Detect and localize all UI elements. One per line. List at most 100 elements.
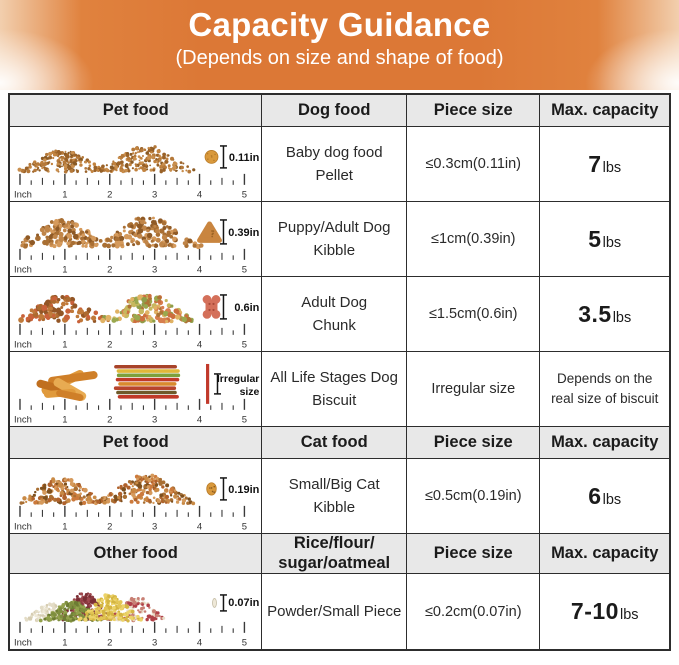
capacity-note-line: real size of biscuit [551,391,659,406]
food-name-text: Puppy/Adult Dog Kibble [278,216,391,263]
ruler-number: 4 [197,521,202,532]
food-pile [20,218,110,249]
jerky-strips-pile [36,370,98,402]
ruler-number: 3 [152,339,157,350]
header-cell-pet-food: Pet food [10,427,263,459]
measure-label: 0.07in [228,597,259,609]
header-cell-food-type: Dog food [262,95,408,127]
inch-ruler: Inch 1 2 3 4 5 [14,323,247,350]
food-pile [95,145,196,174]
capacity-unit: lbs [602,491,622,508]
header-cell-pet-food: Other food [10,534,263,574]
measure-bracket-icon [219,477,227,501]
capacity-cell: 6 lbs [540,459,669,534]
piece-size-text: ≤1.5cm(0.6in) [428,306,518,322]
food-name-cell: Small/Big Cat Kibble [262,459,408,534]
inch-ruler: Inch 1 2 3 4 5 [14,173,247,200]
piece-size-text: ≤0.3cm(0.11in) [425,156,522,172]
cat-kibble-sample [206,482,217,496]
food-pile [17,149,107,174]
capacity-cell: Depends on the real size of biscuit [540,352,669,427]
capacity-value-wrap: 5 lbs [588,226,621,253]
piece-size-text: ≤1cm(0.39in) [430,231,516,247]
food-name-line: Chunk [312,317,356,334]
capacity-unit: lbs [612,309,632,326]
capacity-guidance-infographic: Capacity Guidance (Depends on size and s… [0,0,679,651]
table-row: 0.11in Inch 1 2 3 4 5 Baby dog food Pellet ≤0.3cm… [10,127,669,202]
header-cell-max-capacity: Max. capacity [540,534,669,574]
capacity-value: 7 [588,150,602,177]
ruler-number: 2 [107,521,112,532]
food-name-text: Baby dog food Pellet [286,141,383,188]
ruler-number: 2 [107,264,112,275]
table-row: 0.19in Inch 1 2 3 4 5 Small/Big Cat Kibble ≤0.5cm… [10,459,669,534]
baby-dog-pellets-illustration: 0.11in Inch 1 2 3 4 5 [14,145,260,200]
dog-chunks-illustration: 0.6in Inch 1 2 3 4 5 [14,293,260,350]
food-name-line: Puppy/Adult Dog [277,218,391,236]
piece-size-cell: ≤0.2cm(0.07in) [407,574,541,649]
pet-food-visual-cell: 0.19in Inch 1 2 3 4 5 [10,459,263,534]
inch-ruler: Inch 1 2 3 4 5 [14,248,247,275]
ruler-number: 2 [107,637,112,648]
ruler-number: 5 [242,414,247,425]
table-row: 0.39in Inch 1 2 3 4 5 Puppy/Adult Dog Kibble ≤1cm… [10,202,669,277]
header-pet-food-label: Pet food [102,432,169,451]
food-name-text: All Life Stages Dog Biscuit [270,366,398,413]
food-pile [18,294,110,324]
header-cell-max-capacity: Max. capacity [540,95,669,127]
food-pile [19,477,104,506]
food-name-cell: Powder/Small Piece [262,574,408,649]
ruler-number: 5 [242,339,247,350]
food-name-cell: Puppy/Adult Dog Kibble [262,202,408,277]
table-header-row: Pet food Dog food Piece size Max. capacity [10,95,669,127]
ruler-unit-label: Inch [14,637,32,648]
inch-ruler: Inch 1 2 3 4 5 [14,621,247,648]
pet-food-visual-cell: 0.39in Inch 1 2 3 4 5 [10,202,263,277]
inch-ruler: Inch 1 2 3 4 5 [14,398,247,425]
capacity-value-wrap: 3.5 lbs [578,301,631,328]
capacity-unit: lbs [602,234,622,251]
food-pile [96,473,196,506]
inch-ruler: Inch 1 2 3 4 5 [14,505,247,532]
grain-sample [212,597,217,608]
ruler-number: 1 [62,339,67,350]
ruler-number: 3 [152,637,157,648]
header-pet-food-label: Other food [93,543,178,562]
piece-size-cell: ≤0.5cm(0.19in) [407,459,541,534]
ruler-number: 4 [197,637,202,648]
measure-label: size [240,387,260,398]
dog-kibble-illustration: 0.39in Inch 1 2 3 4 5 [14,216,260,275]
cat-kibble-illustration: 0.19in Inch 1 2 3 4 5 [14,473,260,532]
ruler-number: 2 [107,339,112,350]
banner: Capacity Guidance (Depends on size and s… [0,0,679,90]
header-cell-piece-size: Piece size [407,95,541,127]
food-pile [94,216,204,250]
measure-bracket-icon [219,145,227,169]
measure-label: 0.39in [228,227,259,239]
food-name-line: All Life Stages Dog [270,368,398,386]
header-max-capacity-label: Max. capacity [551,432,659,451]
pet-food-visual-cell: Irregular size Inch 1 2 3 4 5 [10,352,263,427]
ruler-number: 1 [62,637,67,648]
header-piece-size-label: Piece size [433,432,513,451]
capacity-value: 3.5 [578,300,612,327]
piece-size-cell: ≤0.3cm(0.11in) [407,127,541,202]
ruler-number: 3 [152,189,157,200]
food-name-line: Kibble [313,242,356,259]
food-name-line: Powder/Small Piece [267,602,402,620]
header-cell-food-type: Cat food [262,427,408,459]
header-food-type-line: Cat food [300,432,368,451]
piece-size-cell: ≤1cm(0.39in) [407,202,541,277]
capacity-value: 7-10 [570,598,619,624]
food-name-text: Adult Dog Chunk [301,291,367,338]
header-pet-food-label: Pet food [102,100,169,119]
ruler-number: 5 [242,637,247,648]
capacity-value: 5 [588,225,602,252]
measure-bracket-icon [219,593,227,612]
ruler-number: 5 [242,189,247,200]
capacity-note-line: Depends on the [557,370,653,386]
measure-label: 0.6in [234,302,259,314]
food-name-cell: All Life Stages Dog Biscuit [262,352,408,427]
ruler-unit-label: Inch [14,521,32,532]
food-name-text: Powder/Small Piece [267,600,401,623]
